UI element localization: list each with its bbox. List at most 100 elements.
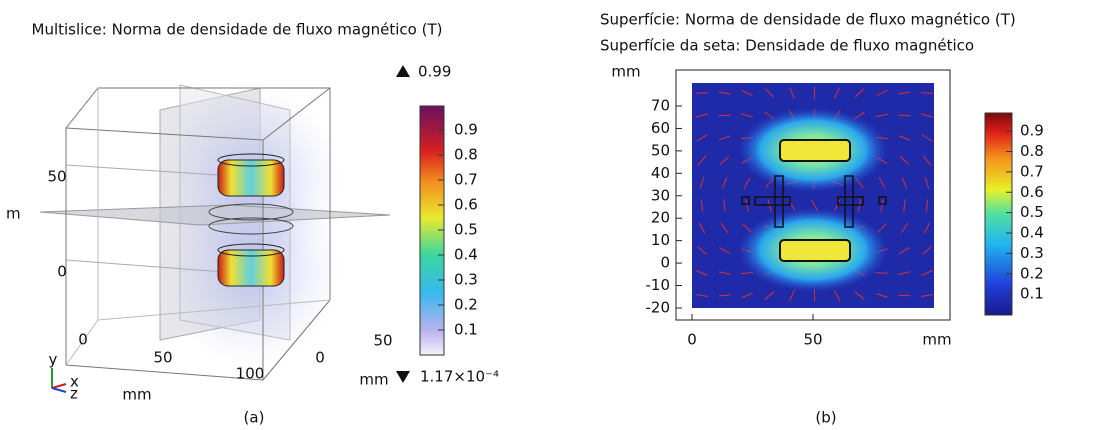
arrow [898,294,911,297]
arrow [903,199,906,212]
arrow [719,247,730,254]
colorbar-tick-label: 0.9 [454,121,478,139]
arrow [696,113,708,118]
colorbar-tick-label: 0.5 [1020,203,1044,221]
arrow [718,135,731,141]
colorbar-tick-label: 0.4 [1020,224,1044,242]
arrow [921,270,933,276]
colorbar-tick-label: 0.4 [454,246,478,264]
arrow [880,199,884,212]
y-unit: mm [359,371,388,389]
colorbar-tick-label: 0.9 [1020,122,1044,140]
horizontal-slice [39,204,391,226]
arrow [833,87,841,99]
panel-b-title: Superfície: Norma de densidade de fluxo … [600,11,1016,29]
colorbar-tick-label: 0.6 [454,196,478,214]
triad [51,368,67,393]
arrow [899,156,910,165]
arrow [875,272,889,274]
z-tick-label: 50 [47,168,66,186]
core [754,196,791,206]
colorbar-tick-label: 0.8 [1020,142,1044,160]
y-tick-label: 30 [651,186,670,204]
arrow [921,293,933,298]
y-tick-label: 60 [651,119,670,137]
arrow [876,90,888,96]
max-marker [396,65,410,77]
arrow [898,135,911,141]
arrow [721,177,728,189]
core [774,175,784,228]
box-edge [65,87,331,300]
y-tick-label: 70 [651,97,670,115]
arrow [878,177,886,189]
coil [217,159,285,197]
core [878,196,887,205]
caption: (a) [244,409,265,427]
arrow [922,246,932,255]
caption: (b) [815,409,836,427]
ring [208,203,294,221]
triad-label: y [49,351,58,369]
arrow [898,114,911,117]
y-tick-label: 0 [660,254,670,272]
arrow [900,222,909,234]
colorbar-tick-label: 0.2 [454,296,478,314]
arrow [698,222,706,234]
core [741,196,750,205]
arrow [901,177,908,189]
arrow [743,177,751,189]
ring [208,217,294,235]
arrow [723,199,726,212]
arrow [696,270,708,276]
arrow [741,292,753,299]
arrow [718,271,731,275]
z-unit: m [6,205,21,223]
arrow [922,155,932,166]
arrow [898,91,911,95]
triad-label: z [70,385,78,403]
arrow [854,291,865,300]
y-tick-label: 0 [315,349,325,367]
arrow [920,92,934,94]
triad-z-axis [51,387,67,393]
box-edge [65,319,99,366]
arrow [741,89,753,97]
arrow [699,177,705,189]
min-marker [396,371,410,383]
y-unit: mm [611,63,640,81]
arrow [718,294,731,297]
arrow [718,114,731,117]
coil-section [779,239,851,262]
box-edge [262,299,331,381]
y-tick-label: 50 [651,141,670,159]
arrow [695,294,709,297]
x-unit: mm [122,386,151,404]
coil-edge [217,153,285,167]
arrow [764,88,775,98]
colorbar-tick-label: 0.2 [1020,264,1044,282]
arrow [921,134,933,142]
arrow [921,113,933,118]
y-tick-label: 40 [651,164,670,182]
y-tick-label: -20 [646,298,671,316]
panel-b-title: Superfície da seta: Densidade de fluxo m… [600,37,974,55]
arrow [899,246,910,255]
colorbar-tick-label: 0.3 [1020,244,1044,262]
arrow [720,222,729,234]
arrow [789,87,795,99]
x-tick-label: 0 [78,331,88,349]
arrow [696,134,708,142]
y-tick-label: 20 [651,209,670,227]
cores [741,175,887,228]
y-tick-label: 50 [373,332,392,350]
min-label: 1.17×10⁻⁴ [420,368,499,386]
triad-x-axis [51,383,67,389]
arrow [833,289,841,302]
triad-label: x [70,373,79,391]
colorbar-tick-label: 0.6 [1020,183,1044,201]
max-label: 0.99 [418,63,451,81]
x-tick-label: 100 [236,365,265,383]
coil-edge [217,243,285,257]
